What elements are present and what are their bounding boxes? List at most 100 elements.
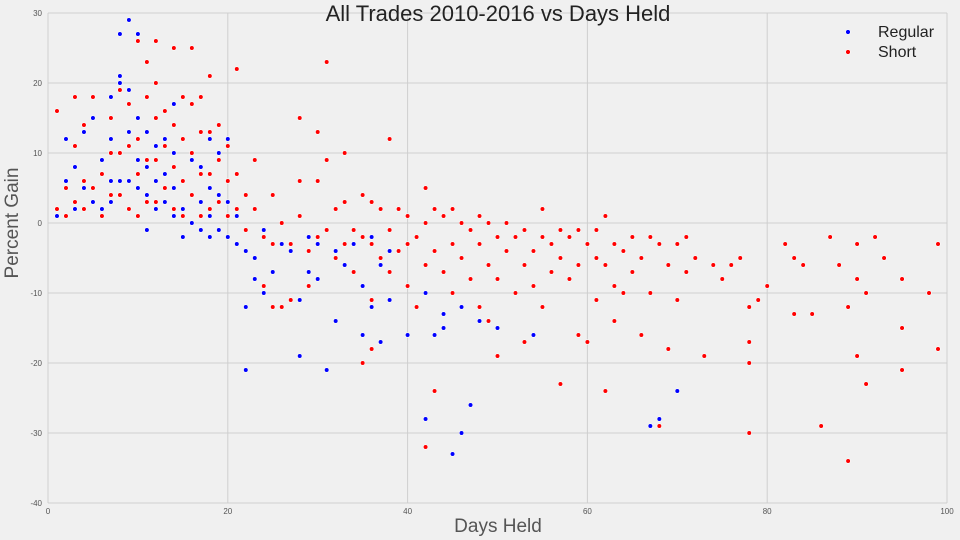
data-point-regular xyxy=(153,206,159,212)
data-point-regular xyxy=(216,192,222,198)
data-point-short xyxy=(665,262,671,268)
data-point-regular xyxy=(674,388,680,394)
data-point-short xyxy=(899,276,905,282)
data-point-regular xyxy=(144,164,150,170)
data-point-short xyxy=(611,241,617,247)
data-point-short xyxy=(225,178,231,184)
data-point-short xyxy=(90,94,96,100)
data-point-short xyxy=(117,87,123,93)
data-point-short xyxy=(180,178,186,184)
data-point-short xyxy=(171,45,177,51)
data-point-regular xyxy=(387,248,393,254)
data-point-regular xyxy=(135,115,141,121)
data-point-regular xyxy=(261,227,267,233)
data-point-short xyxy=(297,178,303,184)
data-point-short xyxy=(369,346,375,352)
data-point-short xyxy=(449,290,456,296)
data-point-regular xyxy=(207,234,213,240)
data-point-regular xyxy=(180,234,186,240)
data-point-short xyxy=(324,59,330,65)
data-point-short xyxy=(135,213,141,219)
data-point-short xyxy=(342,199,348,205)
data-point-regular xyxy=(378,262,384,268)
data-point-regular xyxy=(144,192,150,198)
data-point-regular xyxy=(297,353,303,359)
data-point-regular xyxy=(63,136,69,142)
data-point-short xyxy=(189,192,195,198)
data-point-short xyxy=(413,234,420,240)
data-point-short xyxy=(431,248,438,254)
x-axis-label: Days Held xyxy=(454,516,542,537)
data-point-regular xyxy=(315,276,321,282)
data-point-short xyxy=(845,304,851,310)
data-point-short xyxy=(683,269,689,275)
data-point-short xyxy=(270,241,276,247)
data-point-short xyxy=(108,115,114,121)
data-point-short xyxy=(674,297,680,303)
data-point-regular xyxy=(144,227,150,233)
y-tick-label: 10 xyxy=(33,149,42,158)
data-point-regular xyxy=(126,87,132,93)
data-point-short xyxy=(378,255,384,261)
data-point-short xyxy=(602,213,608,219)
data-point-regular xyxy=(99,206,105,212)
data-point-regular xyxy=(63,178,69,184)
data-point-regular xyxy=(90,199,96,205)
data-point-short xyxy=(279,304,285,310)
data-point-regular xyxy=(440,311,447,317)
data-point-short xyxy=(485,220,492,226)
data-point-regular xyxy=(126,17,132,23)
data-point-short xyxy=(72,94,78,100)
data-point-regular xyxy=(108,94,114,100)
data-point-short xyxy=(485,318,492,324)
data-point-short xyxy=(297,115,303,121)
data-point-short xyxy=(638,332,644,338)
data-point-short xyxy=(503,220,510,226)
data-point-short xyxy=(800,262,806,268)
data-point-short xyxy=(566,234,573,240)
data-point-regular xyxy=(108,199,114,205)
data-point-short xyxy=(467,276,474,282)
data-point-short xyxy=(162,143,168,149)
grid xyxy=(47,12,948,504)
data-point-short xyxy=(144,59,150,65)
data-point-short xyxy=(207,73,213,79)
data-point-short xyxy=(431,388,438,394)
data-point-short xyxy=(396,206,402,212)
data-point-short xyxy=(306,248,312,254)
data-point-regular xyxy=(99,157,105,163)
data-point-short xyxy=(54,108,60,114)
data-point-short xyxy=(333,206,339,212)
data-point-short xyxy=(207,129,213,135)
data-point-regular xyxy=(243,304,249,310)
data-point-short xyxy=(315,234,321,240)
data-point-short xyxy=(602,262,608,268)
data-point-regular xyxy=(647,423,653,429)
data-point-short xyxy=(306,283,312,289)
data-point-short xyxy=(683,234,689,240)
data-point-short xyxy=(746,360,752,366)
data-point-short xyxy=(63,213,69,219)
data-point-regular xyxy=(333,248,339,254)
data-point-regular xyxy=(306,269,312,275)
data-points xyxy=(54,17,941,464)
data-point-short xyxy=(458,220,465,226)
data-point-short xyxy=(809,311,815,317)
data-point-short xyxy=(926,290,932,296)
legend-label-regular: Regular xyxy=(878,24,935,41)
data-point-short xyxy=(378,206,384,212)
data-point-short xyxy=(584,339,591,345)
data-point-short xyxy=(126,143,132,149)
data-point-regular xyxy=(126,129,132,135)
data-point-short xyxy=(189,101,195,107)
data-point-short xyxy=(746,339,752,345)
data-point-regular xyxy=(180,206,186,212)
data-point-short xyxy=(189,45,195,51)
data-point-regular xyxy=(126,178,132,184)
data-point-regular xyxy=(135,157,141,163)
data-point-short xyxy=(422,262,429,268)
data-point-regular xyxy=(422,290,429,296)
data-point-short xyxy=(476,213,483,219)
data-point-short xyxy=(656,241,662,247)
